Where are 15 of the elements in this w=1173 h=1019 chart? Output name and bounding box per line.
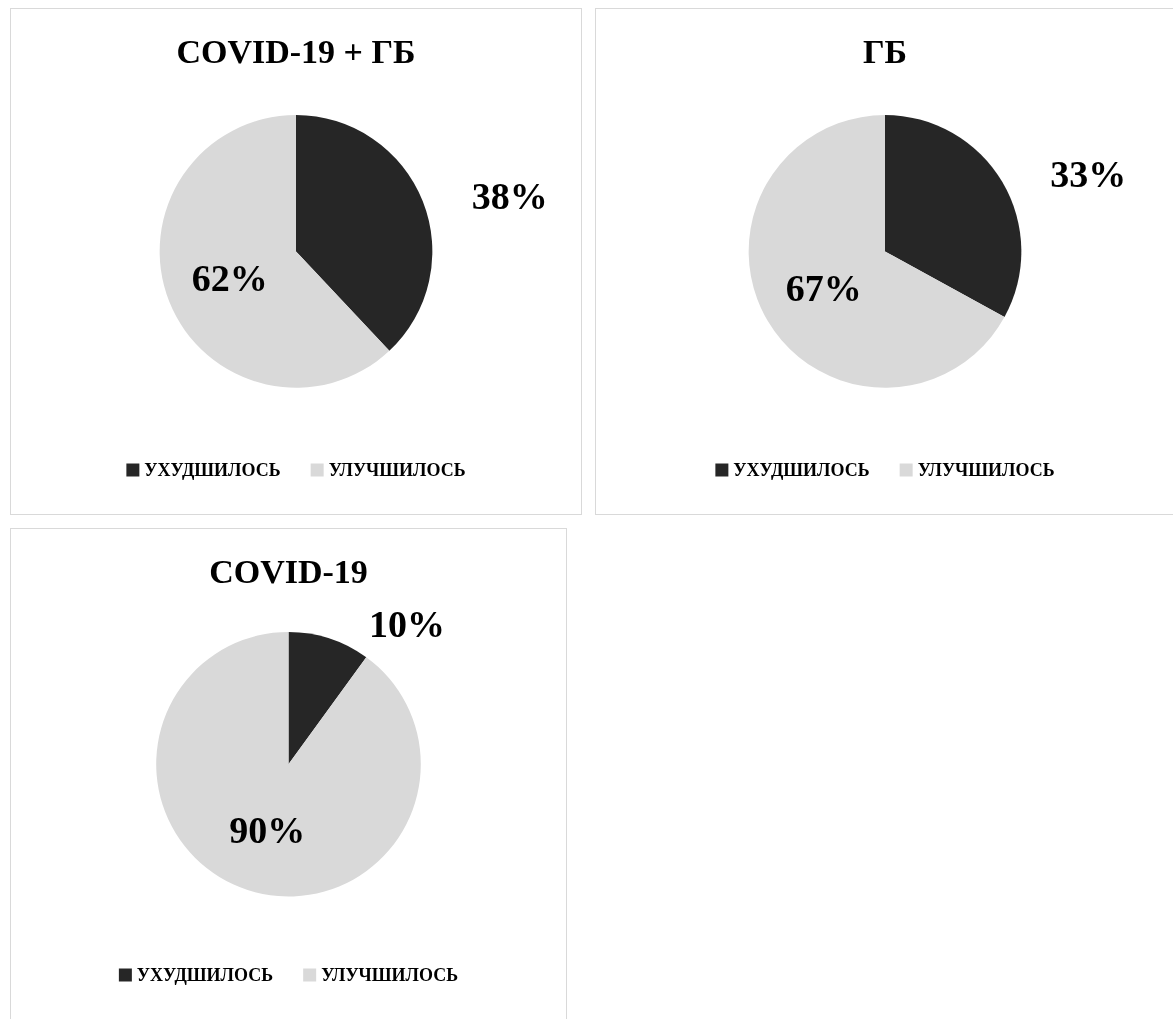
chart-title: ГБ <box>862 32 908 70</box>
legend-label: УЛУЧШИЛОСЬ <box>917 460 1055 480</box>
data-label: 90% <box>229 808 306 851</box>
data-label: 10% <box>369 603 446 646</box>
data-label: 62% <box>191 256 268 299</box>
chart-title: COVID-19 + ГБ <box>176 32 416 70</box>
data-label: 38% <box>471 174 548 217</box>
legend-label: УХУДШИЛОСЬ <box>144 460 281 480</box>
legend-label: УХУДШИЛОСЬ <box>733 460 870 480</box>
legend-label: УЛУЧШИЛОСЬ <box>328 460 466 480</box>
legend-label: УЛУЧШИЛОСЬ <box>321 965 459 985</box>
legend-label: УХУДШИЛОСЬ <box>136 965 274 985</box>
data-label: 67% <box>785 266 862 309</box>
data-label: 33% <box>1050 153 1127 196</box>
chart-title: COVID-19 <box>209 552 368 590</box>
